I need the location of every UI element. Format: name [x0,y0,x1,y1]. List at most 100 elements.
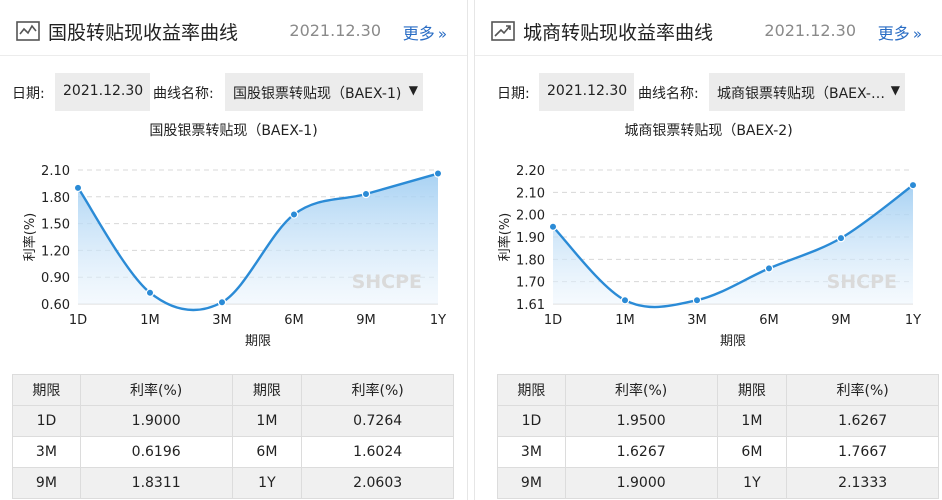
x-tick-label: 1D [544,313,562,328]
yield-curve-chart: 2.10 1.80 1.50 1.20 0.90 0.60 SHCPE 1D 1M 3M 6M 9M 1… [22,164,446,349]
y-tick-label: 2.00 [516,209,545,224]
data-point[interactable] [73,183,83,193]
panel-header: 城商转贴现收益率曲线 2021.12.30 更多» [475,0,942,62]
data-point[interactable] [692,296,702,305]
panel-header: 国股转贴现收益率曲线 2021.12.30 更多» [0,0,467,62]
x-axis-label: 期限 [245,334,271,349]
watermark: SHCPE [352,271,422,293]
table-header-cell: 利率(%) [786,374,939,406]
data-point[interactable] [620,296,630,305]
table-cell: 1.9000 [564,467,718,499]
more-label: 更多 [402,24,435,43]
y-tick-label: 0.90 [41,271,70,286]
table-cell: 1.8311 [79,467,233,499]
data-point[interactable] [548,222,558,231]
table-row: 9M 1.9000 1Y 2.1333 [497,467,939,499]
rate-table: 期限 利率(%) 期限 利率(%) 1D 1.9500 1M 1.6267 3M… [497,374,939,499]
table-header-cell: 期限 [497,374,566,406]
trend-up-icon [491,21,515,41]
table-row: 9M 1.8311 1Y 2.0603 [12,467,454,499]
table-cell: 1M [716,405,788,437]
y-axis-label: 利率(%) [22,213,38,262]
date-field-value: 2021.12.30 [547,83,628,99]
series-area [78,173,438,311]
y-tick-label: 1.90 [516,231,545,246]
date-field-value: 2021.12.30 [63,83,144,99]
more-label: 更多 [877,24,910,43]
x-tick-label: 3M [212,313,232,328]
y-tick-label: 2.20 [516,164,545,179]
x-tick-label: 9M [831,313,851,328]
data-point[interactable] [433,169,443,178]
more-link[interactable]: 更多» [403,20,447,44]
table-row: 1D 1.9000 1M 0.7264 [12,405,454,437]
table-cell: 9M [497,467,566,499]
table-cell: 9M [12,467,81,499]
table-header-cell: 利率(%) [564,374,718,406]
data-point[interactable] [908,180,918,190]
watermark: SHCPE [827,271,897,293]
chart-title: 国股银票转贴现（BAEX-1) [149,123,318,139]
table-header-cell: 利率(%) [79,374,233,406]
data-point[interactable] [764,264,774,273]
table-cell: 1.9500 [564,405,718,437]
data-point[interactable] [289,210,299,219]
date-label: 日期: [12,86,45,102]
table-cell: 6M [716,436,788,468]
data-point[interactable] [145,288,155,297]
divider [475,55,942,56]
date-field[interactable]: 2021.12.30 [55,73,150,111]
table-cell: 1.6267 [786,405,939,437]
table-header-cell: 利率(%) [301,374,454,406]
table-cell: 0.7264 [301,405,454,437]
panel-title: 国股转贴现收益率曲线 [48,22,239,44]
panel-title: 城商转贴现收益率曲线 [523,22,714,44]
table-cell: 3M [497,436,566,468]
more-link[interactable]: 更多» [878,20,922,44]
table-row: 3M 0.6196 6M 1.6024 [12,436,454,468]
y-tick-label: 2.10 [516,186,545,201]
curve-name-select[interactable]: 国股银票转贴现（BAEX-1) ▼ [225,73,423,111]
table-row: 1D 1.9500 1M 1.6267 [497,405,939,437]
double-chevron-right-icon: » [912,25,922,43]
x-tick-label: 1Y [430,313,446,328]
table-cell: 1.9000 [79,405,233,437]
table-cell: 1Y [716,467,788,499]
y-tick-label: 2.10 [41,164,70,179]
data-point[interactable] [836,233,846,243]
filter-bar: 日期: 2021.12.30 曲线名称: 国股银票转贴现（BAEX-1) ▼ [12,73,462,111]
table-cell: 1D [497,405,566,437]
data-point[interactable] [361,189,371,199]
x-tick-label: 9M [356,313,376,328]
panel-date: 2021.12.30 [764,21,856,40]
line-chart-icon [16,21,40,41]
data-point[interactable] [217,298,227,307]
curve-name-label: 曲线名称: [638,86,699,102]
chart-title: 城商银票转贴现（BAEX-2) [624,123,793,139]
table-cell: 1D [12,405,81,437]
y-tick-label: 1.80 [516,253,545,268]
x-tick-label: 3M [687,313,707,328]
curve-name-select[interactable]: 城商银票转贴现（BAEX-… ▼ [709,73,905,111]
y-tick-label: 1.70 [516,276,545,291]
curve-panel-chengshang: 城商转贴现收益率曲线 2021.12.30 更多» 日期: 2021.12.30… [474,0,942,500]
curve-panel-guogu: 国股转贴现收益率曲线 2021.12.30 更多» 日期: 2021.12.30… [0,0,468,500]
y-tick-label: 1.80 [41,191,70,206]
table-cell: 6M [231,436,303,468]
table-cell: 2.0603 [301,467,454,499]
table-header-row: 期限 利率(%) 期限 利率(%) [12,374,454,406]
table-header-row: 期限 利率(%) 期限 利率(%) [497,374,939,406]
x-tick-label: 1M [140,313,160,328]
date-field[interactable]: 2021.12.30 [539,73,634,111]
date-label: 日期: [497,86,530,102]
yield-curve-chart: 2.20 2.10 2.00 1.90 1.80 1.70 1.61 SHCPE 1D 1M 3M 6… [497,164,921,349]
table-cell: 2.1333 [786,467,939,499]
y-tick-label: 0.60 [41,298,70,313]
divider [0,55,467,56]
table-header-cell: 期限 [716,374,788,406]
rate-table: 期限 利率(%) 期限 利率(%) 1D 1.9000 1M 0.7264 3M… [12,374,454,499]
table-cell: 3M [12,436,81,468]
x-axis-label: 期限 [720,334,746,349]
y-tick-label: 1.20 [41,244,70,259]
series-line [552,184,914,309]
